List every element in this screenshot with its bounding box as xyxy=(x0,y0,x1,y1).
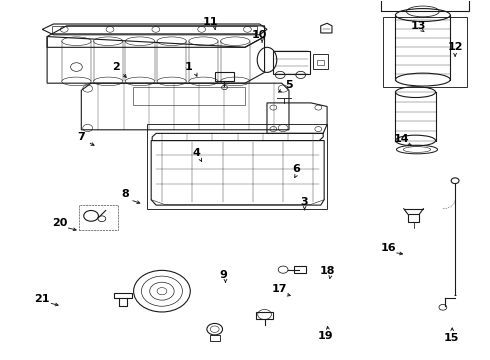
Bar xyxy=(273,51,310,74)
Text: 20: 20 xyxy=(51,218,67,228)
Text: 7: 7 xyxy=(77,132,85,142)
Text: 8: 8 xyxy=(122,189,129,199)
Bar xyxy=(294,266,306,273)
Bar xyxy=(215,72,234,81)
Bar xyxy=(381,0,469,12)
Text: 19: 19 xyxy=(318,331,333,341)
Text: 1: 1 xyxy=(185,62,193,72)
Text: 15: 15 xyxy=(444,333,459,343)
Text: 4: 4 xyxy=(192,148,200,158)
Bar xyxy=(79,205,118,230)
Text: 11: 11 xyxy=(203,17,219,27)
Text: 10: 10 xyxy=(252,30,268,40)
Text: 5: 5 xyxy=(285,80,293,90)
Text: 9: 9 xyxy=(219,270,227,280)
Text: 17: 17 xyxy=(271,284,287,294)
Text: 12: 12 xyxy=(447,42,463,52)
Bar xyxy=(408,214,419,222)
Bar xyxy=(133,87,245,105)
Text: 13: 13 xyxy=(411,21,426,31)
Bar xyxy=(147,125,327,209)
Text: 18: 18 xyxy=(319,266,335,276)
Text: 16: 16 xyxy=(380,243,396,253)
Bar xyxy=(256,312,273,319)
Bar xyxy=(314,54,328,69)
Bar xyxy=(210,335,220,341)
Text: 6: 6 xyxy=(293,164,300,174)
Text: 14: 14 xyxy=(393,134,409,144)
Text: 3: 3 xyxy=(300,197,307,207)
Text: 2: 2 xyxy=(112,62,120,72)
Bar xyxy=(114,293,132,298)
Text: 21: 21 xyxy=(34,294,50,304)
Bar xyxy=(383,17,467,87)
